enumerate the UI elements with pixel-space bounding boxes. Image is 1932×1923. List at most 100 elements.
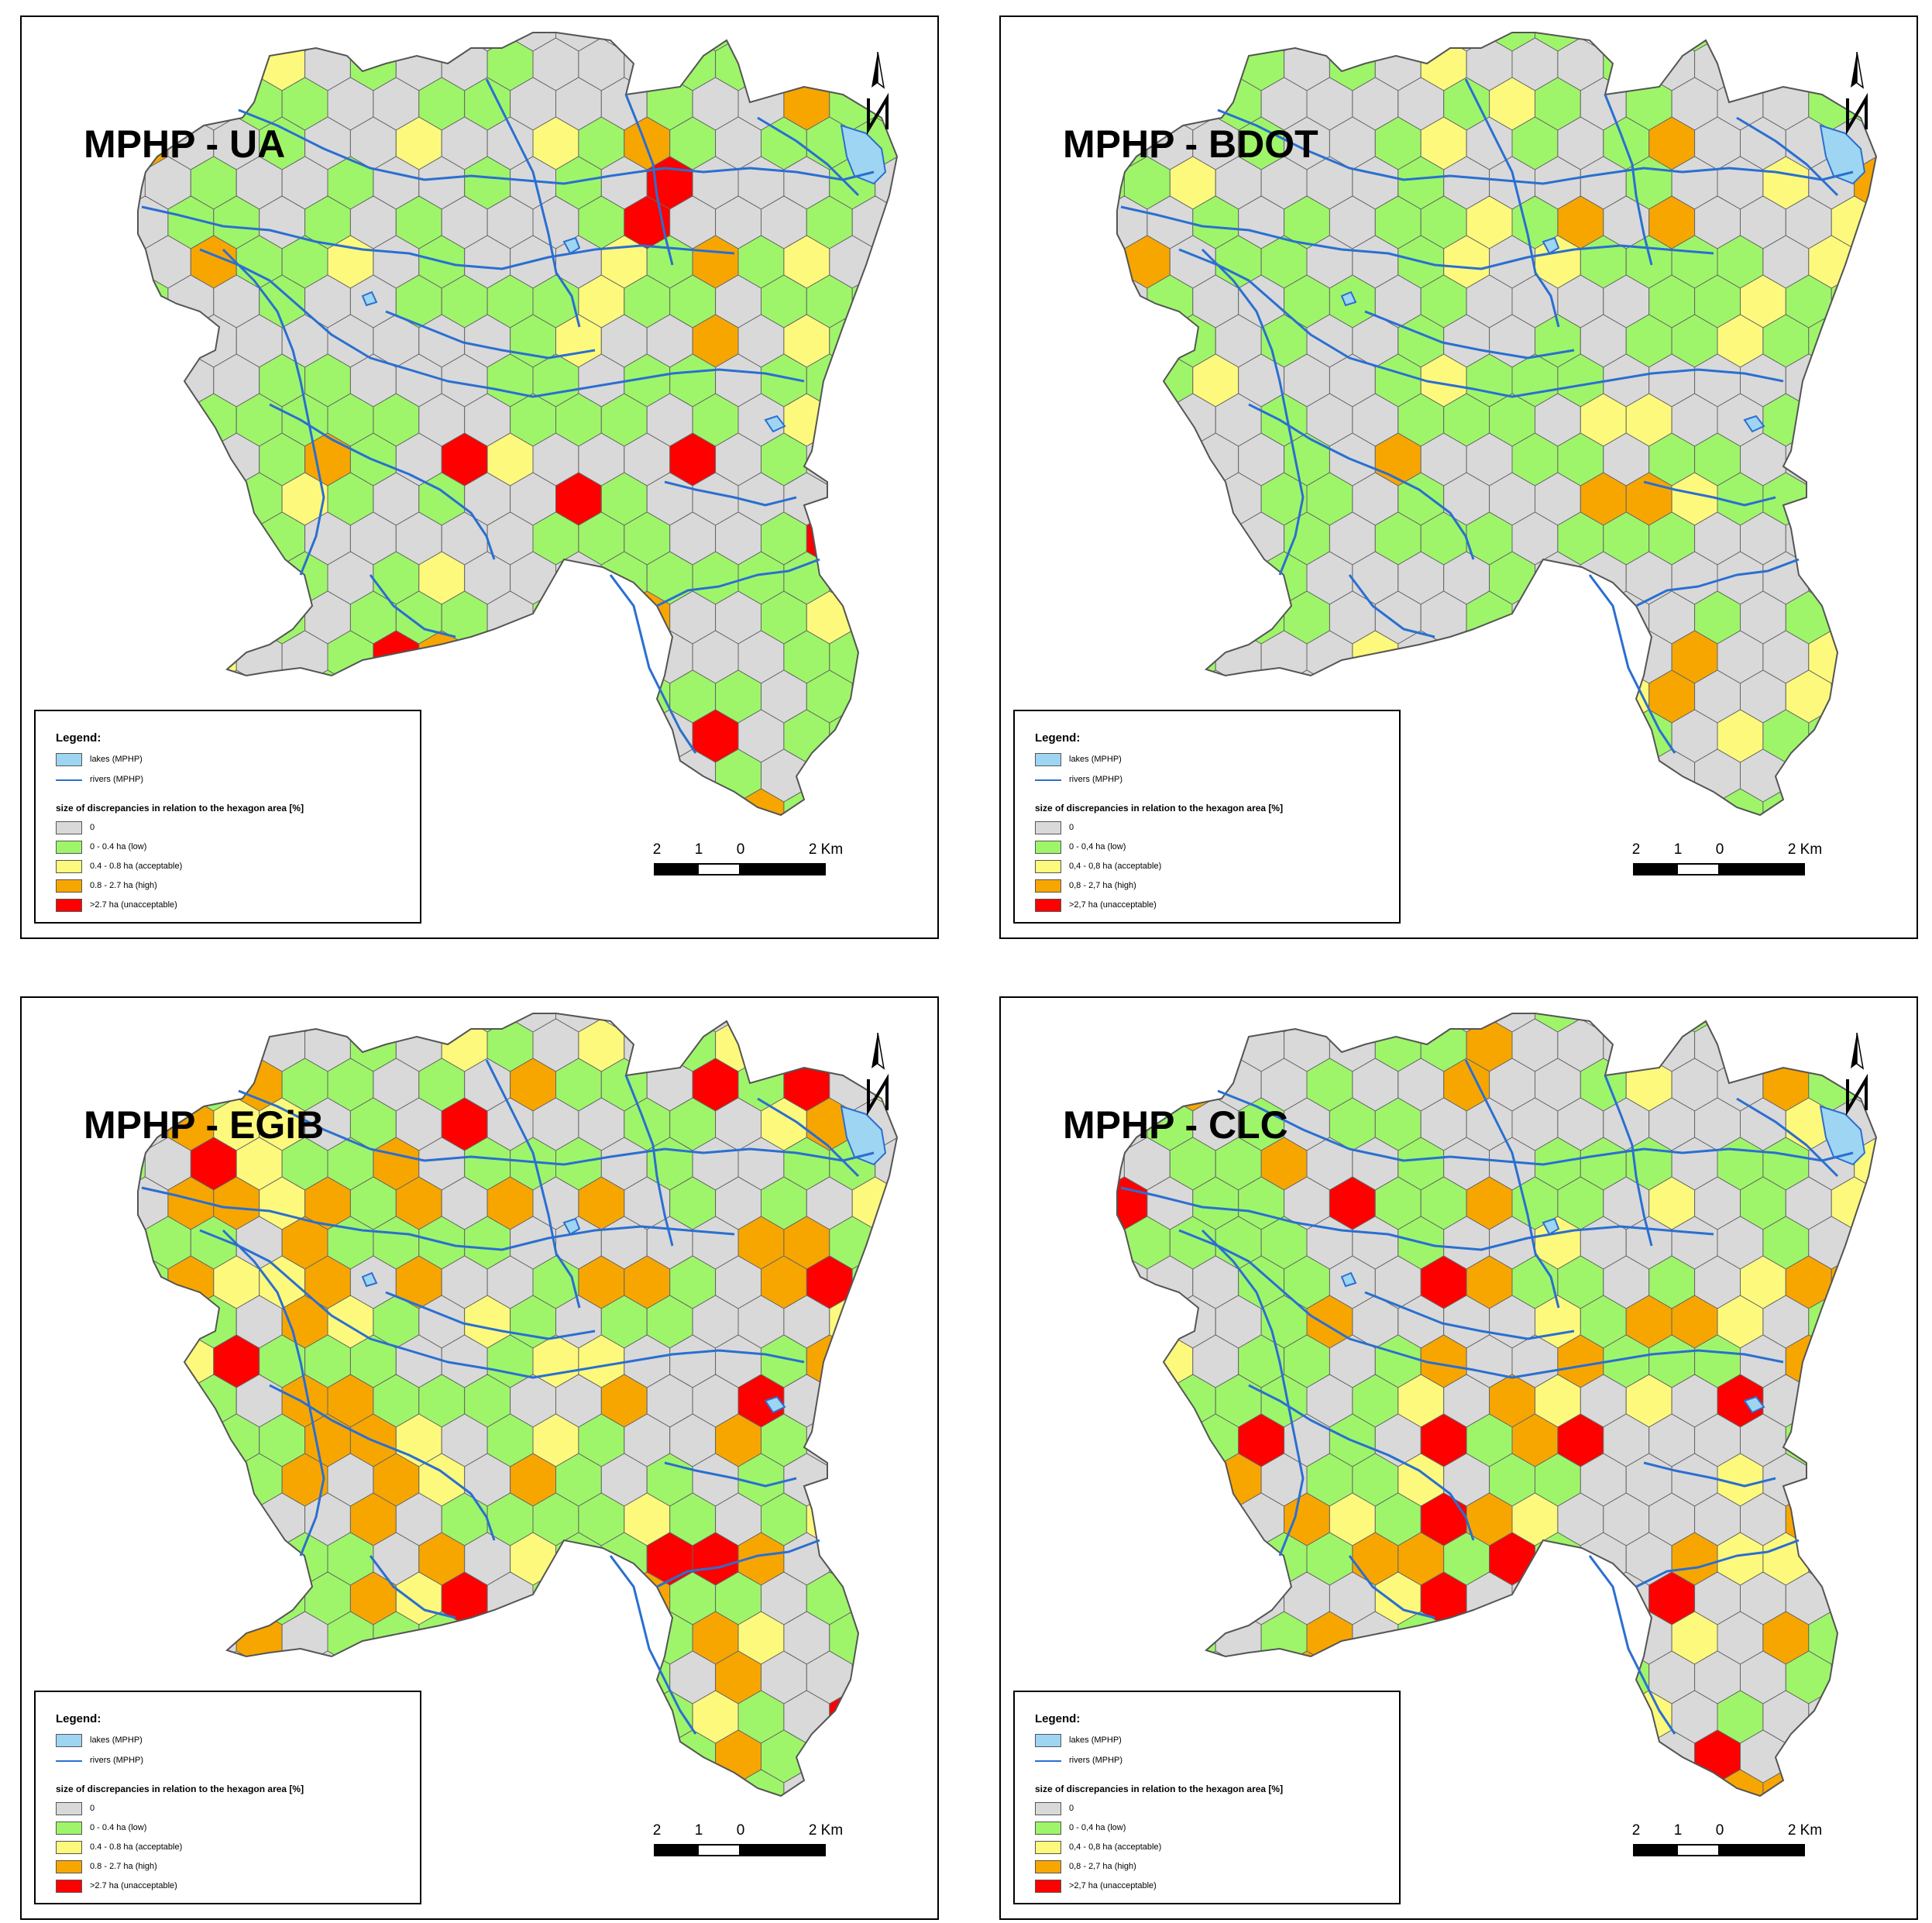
- class-0-swatch: [1035, 820, 1061, 834]
- study-area-boundary: [137, 32, 899, 817]
- river: [757, 1097, 860, 1178]
- legend-label-class-4: >2.7 ha (unacceptable): [90, 900, 177, 910]
- legend-label-rivers: rivers (MPHP): [90, 1756, 144, 1765]
- scale-bar: 2 1 0 2 Km: [653, 1822, 844, 1869]
- legend-label-lakes: lakes (MPHP): [90, 1736, 143, 1745]
- lake: [361, 1271, 378, 1288]
- scale-segment-3: [741, 1844, 826, 1856]
- legend-item-class-3: 0,8 - 2,7 ha (high): [1035, 878, 1136, 893]
- legend-item-lakes: lakes (MPHP): [1035, 752, 1122, 767]
- river: [664, 480, 797, 507]
- scale-segment-3: [741, 863, 826, 875]
- hexagon-cell: [281, 1013, 328, 1033]
- map-panel-clc: MPHP - CLC Legend: lakes (MPHP) rivers (…: [999, 996, 1918, 1920]
- class-3-swatch: [1035, 1859, 1061, 1873]
- river: [624, 94, 674, 266]
- legend-subtitle: size of discrepancies in relation to the…: [56, 803, 304, 814]
- hexagon-cell: [235, 630, 283, 684]
- class-1-swatch: [1035, 1821, 1061, 1835]
- legend-label-rivers: rivers (MPHP): [1069, 1756, 1123, 1765]
- river: [385, 1291, 596, 1340]
- legend: Legend: lakes (MPHP) rivers (MPHP) size …: [1013, 1691, 1401, 1904]
- legend-label-class-0: 0: [1069, 823, 1074, 832]
- class-2-swatch: [56, 1840, 82, 1854]
- lakes-swatch: [1035, 752, 1061, 766]
- scale-label-2: 2: [1631, 841, 1641, 858]
- river: [1217, 1089, 1854, 1166]
- legend-title: Legend:: [56, 1712, 101, 1725]
- lake: [562, 236, 581, 255]
- north-arrow-icon: [867, 52, 889, 136]
- river: [1588, 1555, 1676, 1735]
- river: [1348, 574, 1435, 638]
- class-1-swatch: [56, 840, 82, 854]
- class-2-swatch: [1035, 859, 1061, 873]
- legend-item-class-4: >2,7 ha (unacceptable): [1035, 897, 1157, 913]
- scale-segment-2: [697, 863, 741, 875]
- scale-label-2km: 2 Km: [808, 1822, 844, 1839]
- river: [369, 574, 456, 638]
- lake: [361, 291, 378, 307]
- hexagon-cell: [1169, 1611, 1216, 1665]
- river: [1248, 1384, 1475, 1541]
- legend-item-rivers: rivers (MPHP): [1035, 772, 1122, 787]
- legend-label-class-2: 0.4 - 0.8 ha (acceptable): [90, 862, 183, 871]
- scale-label-1: 1: [1673, 1822, 1683, 1839]
- lake: [1743, 415, 1765, 433]
- river: [238, 108, 875, 185]
- rivers-line-symbol: [56, 773, 82, 786]
- river: [1588, 574, 1676, 754]
- river: [1635, 1539, 1800, 1588]
- scale-label-2km: 2 Km: [808, 841, 844, 858]
- river: [757, 116, 860, 197]
- river: [1643, 480, 1776, 507]
- scale-bar: 2 1 0 2 Km: [1631, 841, 1822, 888]
- legend-label-class-0: 0: [1069, 1804, 1074, 1813]
- scale-segment-2: [1676, 863, 1720, 875]
- river: [1736, 116, 1839, 197]
- river: [485, 1059, 581, 1309]
- hexagon-cell: [851, 669, 897, 724]
- legend-subtitle: size of discrepancies in relation to the…: [56, 1784, 304, 1794]
- lake: [764, 415, 786, 433]
- legend-item-class-0: 0: [1035, 820, 1074, 835]
- lake: [1340, 1271, 1357, 1288]
- study-area-boundary: [137, 1013, 899, 1797]
- map-canvas: [1116, 1013, 1878, 1797]
- river: [385, 310, 596, 359]
- legend-label-class-4: >2,7 ha (unacceptable): [1069, 1881, 1157, 1890]
- legend-item-class-2: 0,4 - 0,8 ha (acceptable): [1035, 1839, 1161, 1855]
- class-3-swatch: [56, 879, 82, 893]
- river: [141, 205, 735, 270]
- hexagon-cell: [1831, 1650, 1876, 1705]
- legend-item-class-1: 0 - 0,4 ha (low): [1035, 1820, 1126, 1835]
- legend-label-class-2: 0,4 - 0,8 ha (acceptable): [1069, 1842, 1162, 1852]
- class-2-swatch: [56, 859, 82, 873]
- legend-label-rivers: rivers (MPHP): [1069, 775, 1123, 784]
- class-1-swatch: [56, 1821, 82, 1835]
- hexagon-cell: [1260, 1013, 1308, 1033]
- river: [1120, 205, 1714, 270]
- scale-label-0: 0: [1715, 841, 1724, 858]
- class-4-swatch: [56, 1879, 82, 1893]
- scale-segment-3: [1720, 1844, 1805, 1856]
- river: [485, 78, 581, 328]
- hexagon-cell: [692, 1013, 739, 1033]
- river: [199, 1229, 805, 1379]
- class-0-swatch: [56, 820, 82, 834]
- legend-label-class-3: 0,8 - 2,7 ha (high): [1069, 1862, 1136, 1871]
- map-panel-egib: MPHP - EGiB Legend: lakes (MPHP) rivers …: [20, 996, 939, 1920]
- map-canvas: [137, 32, 899, 817]
- legend: Legend: lakes (MPHP) rivers (MPHP) size …: [1013, 710, 1401, 924]
- legend-label-lakes: lakes (MPHP): [1069, 1736, 1122, 1745]
- map-panel-ua: MPHP - UA Legend: lakes (MPHP) rivers (M…: [20, 15, 939, 939]
- hexagon-cell: [464, 1013, 511, 1033]
- hexagon-cell: [692, 33, 739, 52]
- legend-subtitle: size of discrepancies in relation to the…: [1035, 1784, 1284, 1794]
- hexagon-grid: [138, 33, 897, 815]
- legend-title: Legend:: [56, 731, 101, 745]
- rivers-line-symbol: [1035, 773, 1061, 786]
- legend: Legend: lakes (MPHP) rivers (MPHP) size …: [34, 710, 421, 924]
- river: [269, 1384, 496, 1541]
- hexagon-cell: [624, 1018, 671, 1072]
